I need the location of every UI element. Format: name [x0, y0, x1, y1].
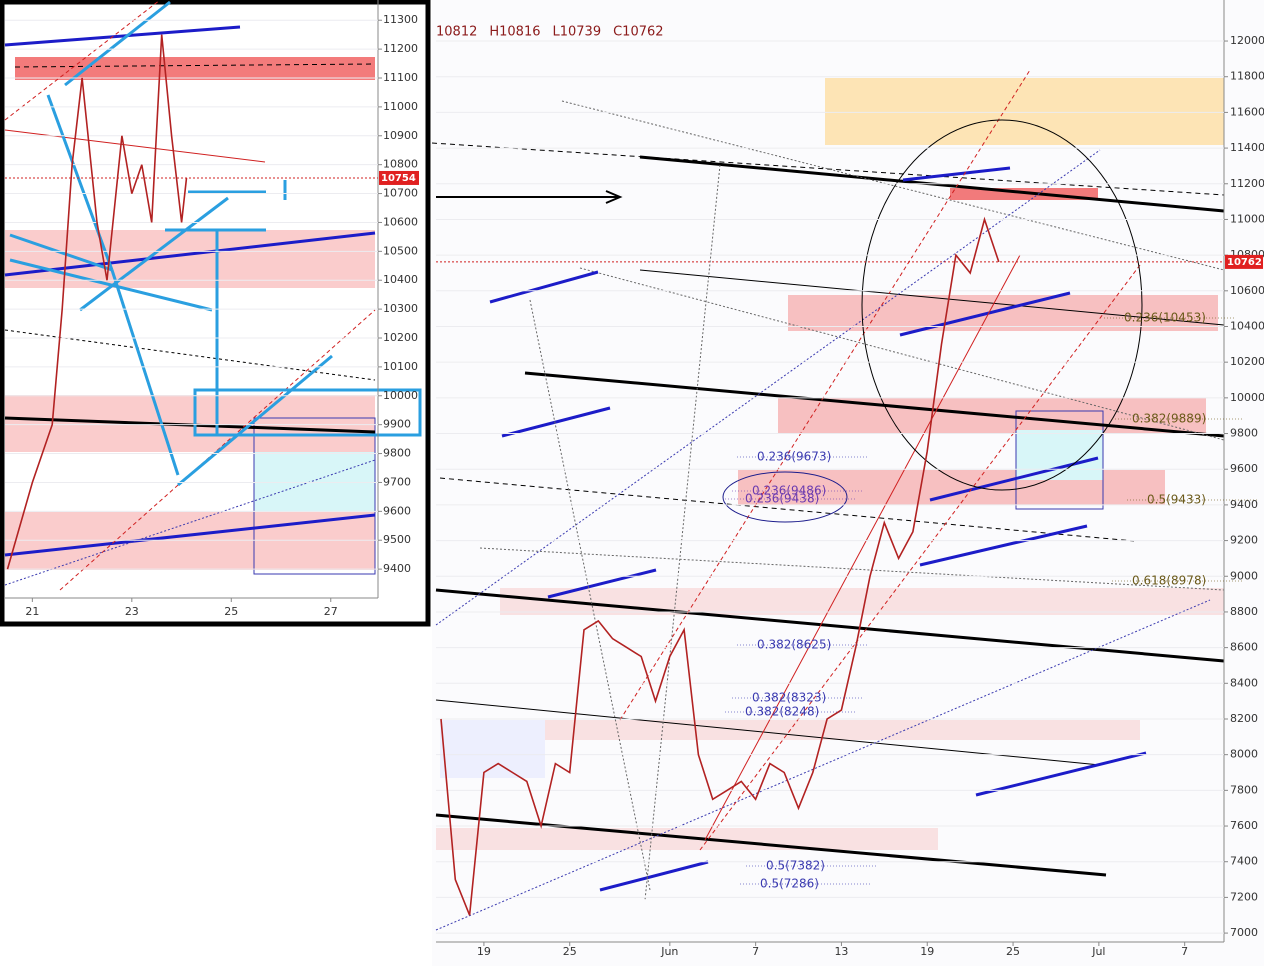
y-tick-label: 7200	[1230, 890, 1258, 903]
ohlc-value: C10762	[613, 25, 663, 40]
y-tick-label: 9500	[383, 533, 411, 546]
ohlc-value: L10739	[553, 25, 602, 40]
x-tick-label: 25	[563, 945, 577, 958]
y-tick-label: 9600	[383, 504, 411, 517]
y-tick-label: 11600	[1230, 105, 1264, 118]
y-tick-label: 10400	[383, 273, 418, 286]
main-trendlines	[431, 69, 1225, 931]
y-tick-label: 9700	[383, 475, 411, 488]
y-tick-label: 7600	[1230, 819, 1258, 832]
y-tick-label: 8600	[1230, 641, 1258, 654]
y-tick-label: 10800	[383, 158, 418, 171]
price-line	[440, 216, 1000, 916]
y-tick-label: 9600	[1230, 462, 1258, 475]
x-tick-label: Jul	[1091, 945, 1105, 958]
x-tick-label: Jun	[660, 945, 678, 958]
y-tick-label: 10000	[383, 389, 418, 402]
y-tick-label: 9800	[1230, 427, 1258, 440]
fib-label: 0.382(8625)	[757, 638, 831, 652]
y-tick-label: 10400	[1230, 319, 1264, 332]
y-tick-label: 10200	[383, 331, 418, 344]
ohlc-value: H10816	[489, 25, 540, 40]
x-tick-label: 21	[25, 605, 39, 618]
y-tick-label: 11000	[383, 100, 418, 113]
fib-label: 0.618(8978)	[1132, 574, 1206, 588]
y-tick-label: 8000	[1230, 748, 1258, 761]
y-tick-label: 9800	[383, 447, 411, 460]
y-tick-label: 10600	[1230, 284, 1264, 297]
fib-label: 0.382(8323)	[752, 691, 826, 705]
price-line	[6, 34, 188, 570]
fib-label: 0.236(9673)	[757, 450, 831, 464]
y-tick-label: 8800	[1230, 605, 1258, 618]
fib-label: 0.5(7382)	[766, 859, 825, 873]
x-tick-label: 25	[1006, 945, 1020, 958]
y-tick-label: 7800	[1230, 783, 1258, 796]
last-price-label: 10754	[381, 173, 416, 184]
x-tick-label: 27	[324, 605, 338, 618]
y-tick-label: 9200	[1230, 534, 1258, 547]
y-tick-label: 8200	[1230, 712, 1258, 725]
y-tick-label: 7400	[1230, 855, 1258, 868]
y-tick-label: 9000	[1230, 569, 1258, 582]
chart-1: 9400 9500 9600 9700 9800 9900 10000 10100 10200 1…	[5, 13, 419, 618]
y-tick-label: 11300	[383, 13, 418, 26]
y-tick-label: 10600	[383, 215, 418, 228]
fib-label: 0.236(9486)	[752, 484, 826, 498]
y-tick-label: 11200	[1230, 177, 1264, 190]
x-tick-label: 25	[224, 605, 238, 618]
last-price-label: 10762	[1227, 257, 1262, 268]
y-tick-label: 10200	[1230, 355, 1264, 368]
fib-label: 0.382(8248)	[745, 705, 819, 719]
fib-label: 0.5(9433)	[1147, 493, 1206, 507]
x-tick-label: 19	[920, 945, 934, 958]
y-tick-label: 10000	[1230, 391, 1264, 404]
y-tick-label: 11400	[1230, 141, 1264, 154]
y-tick-label: 10100	[383, 360, 418, 373]
x-tick-label: 23	[125, 605, 139, 618]
last-price-box	[1225, 254, 1263, 269]
y-tick-label: 11200	[383, 42, 418, 55]
last-price-box	[379, 170, 419, 185]
ohlc-value: 10812	[436, 25, 477, 40]
y-tick-label: 7000	[1230, 926, 1258, 939]
x-tick-label: 7	[752, 945, 759, 958]
y-tick-label: 10700	[383, 187, 418, 200]
y-tick-label: 8400	[1230, 676, 1258, 689]
y-tick-label: 12000	[1230, 34, 1264, 47]
y-tick-label: 11000	[1230, 212, 1264, 225]
y-tick-label: 10500	[383, 244, 418, 257]
y-tick-label: 10900	[383, 129, 418, 142]
x-tick-label: 13	[834, 945, 848, 958]
y-tick-label: 9900	[383, 418, 411, 431]
y-tick-label: 9400	[383, 562, 411, 575]
fib-label: 0.5(7286)	[760, 877, 819, 891]
y-tick-label: 11800	[1230, 70, 1264, 83]
chart-0: 7000 7200 7400 7600 7800 8000 8200 8400 8600 8800…	[436, 25, 1264, 958]
y-tick-label: 9400	[1230, 498, 1258, 511]
fib-label: 0.382(9889)	[1132, 412, 1206, 426]
x-tick-label: 7	[1181, 945, 1188, 958]
y-tick-label: 10300	[383, 302, 418, 315]
y-tick-label: 11100	[383, 71, 418, 84]
fib-label: 0.236(9438)	[745, 492, 819, 506]
x-tick-label: 19	[477, 945, 491, 958]
fib-label: 0.236(10453)	[1124, 311, 1206, 325]
